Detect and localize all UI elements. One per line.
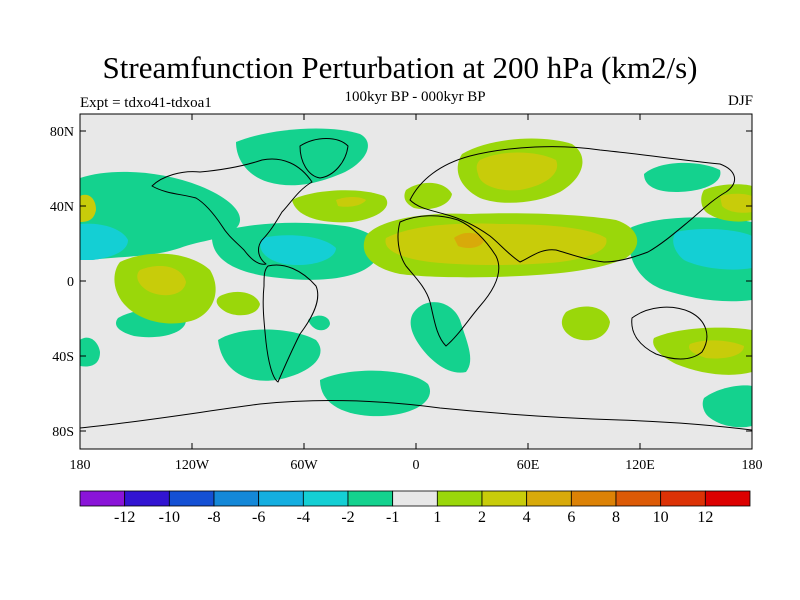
lon-label-180w: 180 <box>70 458 91 473</box>
colorbar-box-11 <box>570 490 617 507</box>
contour-neg-8 <box>308 315 330 331</box>
contour-pos-7 <box>385 223 607 265</box>
colorbar-label-7: 1 <box>433 509 441 526</box>
coastlines <box>80 138 752 431</box>
colorbar: -12 -10 -8 -6 -4 -2 -1 1 2 4 6 8 10 12 <box>79 490 751 526</box>
colorbar-label-3: -6 <box>252 509 265 526</box>
colorbar-label-4: -4 <box>297 509 310 526</box>
contour-neg-9 <box>320 370 431 417</box>
colorbar-label-10: 6 <box>567 509 575 526</box>
colorbar-label-12: 10 <box>653 509 669 526</box>
lat-label-80s: 80S <box>52 425 74 440</box>
lat-label-eq: 0 <box>67 275 74 290</box>
contour-pos-4 <box>292 190 388 223</box>
contour-fill <box>80 128 752 431</box>
colorbar-label-9: 4 <box>523 509 531 526</box>
lon-labels: 180 120W 60W 0 60E 120E 180 <box>70 458 763 473</box>
contour-pos-14 <box>688 340 744 359</box>
lat-label-80n: 80N <box>50 125 74 140</box>
contour-pos-12 <box>561 306 610 341</box>
contour-neg-15 <box>80 337 100 367</box>
period-label: 100kyr BP - 000kyr BP <box>344 89 486 105</box>
coast-north-america <box>151 158 313 265</box>
experiment-label: Expt = tdxo41-tdxoa1 <box>80 95 212 111</box>
colorbar-label-1: -10 <box>159 509 180 526</box>
contour-neg-5 <box>260 235 336 266</box>
colorbar-label-11: 8 <box>612 509 620 526</box>
colorbar-box-12 <box>615 490 662 507</box>
season-label: DJF <box>727 93 753 109</box>
contour-pos-8 <box>454 232 484 248</box>
colorbar-label-8: 2 <box>478 509 486 526</box>
lat-label-40n: 40N <box>50 200 74 215</box>
contour-neg-2 <box>80 223 128 260</box>
lon-label-120w: 120W <box>175 458 210 473</box>
contour-pos-2 <box>137 266 186 296</box>
contour-pos-17 <box>80 194 96 222</box>
coast-antarctica <box>80 400 752 431</box>
colorbar-label-6: -1 <box>386 509 399 526</box>
contour-neg-13 <box>673 229 752 270</box>
colorbar-box-7 <box>392 490 438 507</box>
contour-neg-7 <box>218 329 321 381</box>
plot-title: Streamfunction Perturbation at 200 hPa (… <box>102 50 698 85</box>
colorbar-label-2: -8 <box>207 509 220 526</box>
coast-africa <box>397 215 500 347</box>
contour-neg-11 <box>644 162 721 192</box>
colorbar-label-0: -12 <box>114 509 135 526</box>
colorbar-box-1 <box>124 490 170 507</box>
colorbar-box-10 <box>526 490 572 507</box>
map-panel: 80N 40N 0 40S 80S 180 120W 60W 0 60E 120… <box>50 113 763 473</box>
coast-greenland <box>299 138 349 179</box>
lon-label-180e: 180 <box>742 458 763 473</box>
contour-neg-14 <box>702 385 752 428</box>
coast-australia <box>631 306 708 360</box>
colorbar-box-3 <box>213 490 260 507</box>
lon-label-120e: 120E <box>625 458 655 473</box>
colorbar-box-2 <box>168 490 215 507</box>
contour-pos-5 <box>336 197 366 207</box>
colorbar-label-5: -2 <box>341 509 354 526</box>
coast-eurasia <box>409 146 735 263</box>
colorbar-box-8 <box>436 490 483 507</box>
lat-label-40s: 40S <box>52 350 74 365</box>
colorbar-box-9 <box>481 490 528 507</box>
colorbar-box-5 <box>302 490 349 507</box>
contour-pos-16 <box>720 193 752 213</box>
contour-pos-11 <box>476 152 558 191</box>
colorbar-box-0 <box>79 490 126 507</box>
colorbar-label-13: 12 <box>697 509 713 526</box>
colorbar-box-13 <box>660 490 706 507</box>
lon-label-60w: 60W <box>290 458 318 473</box>
lon-label-60e: 60E <box>517 458 540 473</box>
axis-ticks <box>80 114 752 449</box>
coast-south-america <box>262 264 319 383</box>
colorbar-box-6 <box>347 490 394 507</box>
colorbar-box-14 <box>704 490 751 507</box>
contour-pos-3 <box>216 291 260 316</box>
lat-labels: 80N 40N 0 40S 80S <box>50 125 74 440</box>
lon-label-0: 0 <box>413 458 420 473</box>
colorbar-box-4 <box>258 490 304 507</box>
